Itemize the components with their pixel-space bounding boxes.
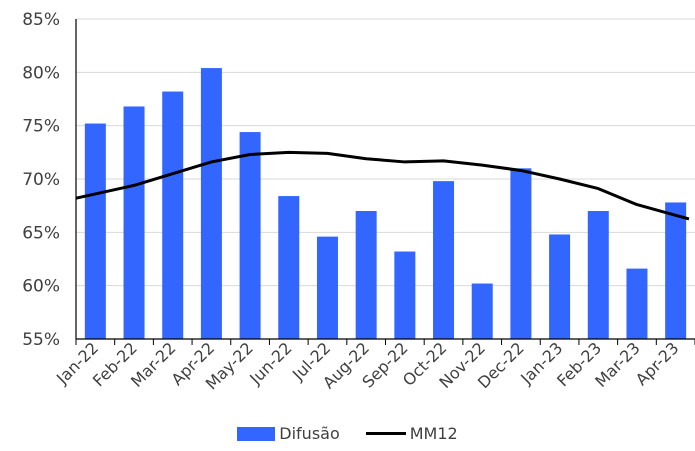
bar bbox=[626, 268, 648, 339]
y-tick-label: 80% bbox=[22, 63, 60, 83]
x-tick-label: Apr-23 bbox=[632, 338, 683, 389]
y-tick-label: 85% bbox=[22, 10, 60, 30]
legend-line-label: MM12 bbox=[409, 424, 458, 443]
y-tick-label: 55% bbox=[22, 330, 60, 350]
bar bbox=[123, 106, 145, 339]
y-tick-labels: 55% 60% 65% 70% 75% 80% 85% bbox=[22, 10, 60, 350]
bar bbox=[162, 91, 184, 340]
bar bbox=[355, 211, 377, 339]
bar bbox=[510, 168, 532, 339]
bar bbox=[394, 251, 416, 339]
y-tick-label: 75% bbox=[22, 117, 60, 137]
x-tick-labels: Jan-22Feb-22Mar-22Apr-22May-22Jun-22Jul-… bbox=[52, 338, 682, 393]
bar bbox=[200, 68, 222, 340]
y-tick-label: 65% bbox=[22, 223, 60, 243]
axes bbox=[75, 19, 695, 345]
legend-bar-label: Difusão bbox=[279, 424, 340, 443]
bars bbox=[84, 68, 687, 340]
x-tick-label: Jun-22 bbox=[245, 338, 295, 388]
bar bbox=[316, 236, 338, 339]
bar bbox=[471, 283, 493, 339]
bar bbox=[587, 211, 609, 339]
bar bbox=[84, 123, 106, 340]
bar bbox=[239, 132, 261, 339]
legend-bar-swatch bbox=[237, 426, 276, 441]
bar bbox=[549, 234, 571, 339]
legend-item-line: MM12 bbox=[365, 424, 458, 443]
legend-line-swatch bbox=[365, 432, 406, 435]
mm12-line bbox=[75, 150, 690, 221]
y-tick-label: 60% bbox=[22, 277, 60, 297]
bar bbox=[665, 202, 687, 339]
legend-item-bar: Difusão bbox=[237, 424, 340, 443]
bar bbox=[278, 196, 300, 339]
legend: Difusão MM12 bbox=[0, 424, 695, 443]
bar bbox=[433, 181, 455, 339]
y-tick-label: 70% bbox=[22, 170, 60, 190]
moving-average-line bbox=[75, 150, 690, 221]
